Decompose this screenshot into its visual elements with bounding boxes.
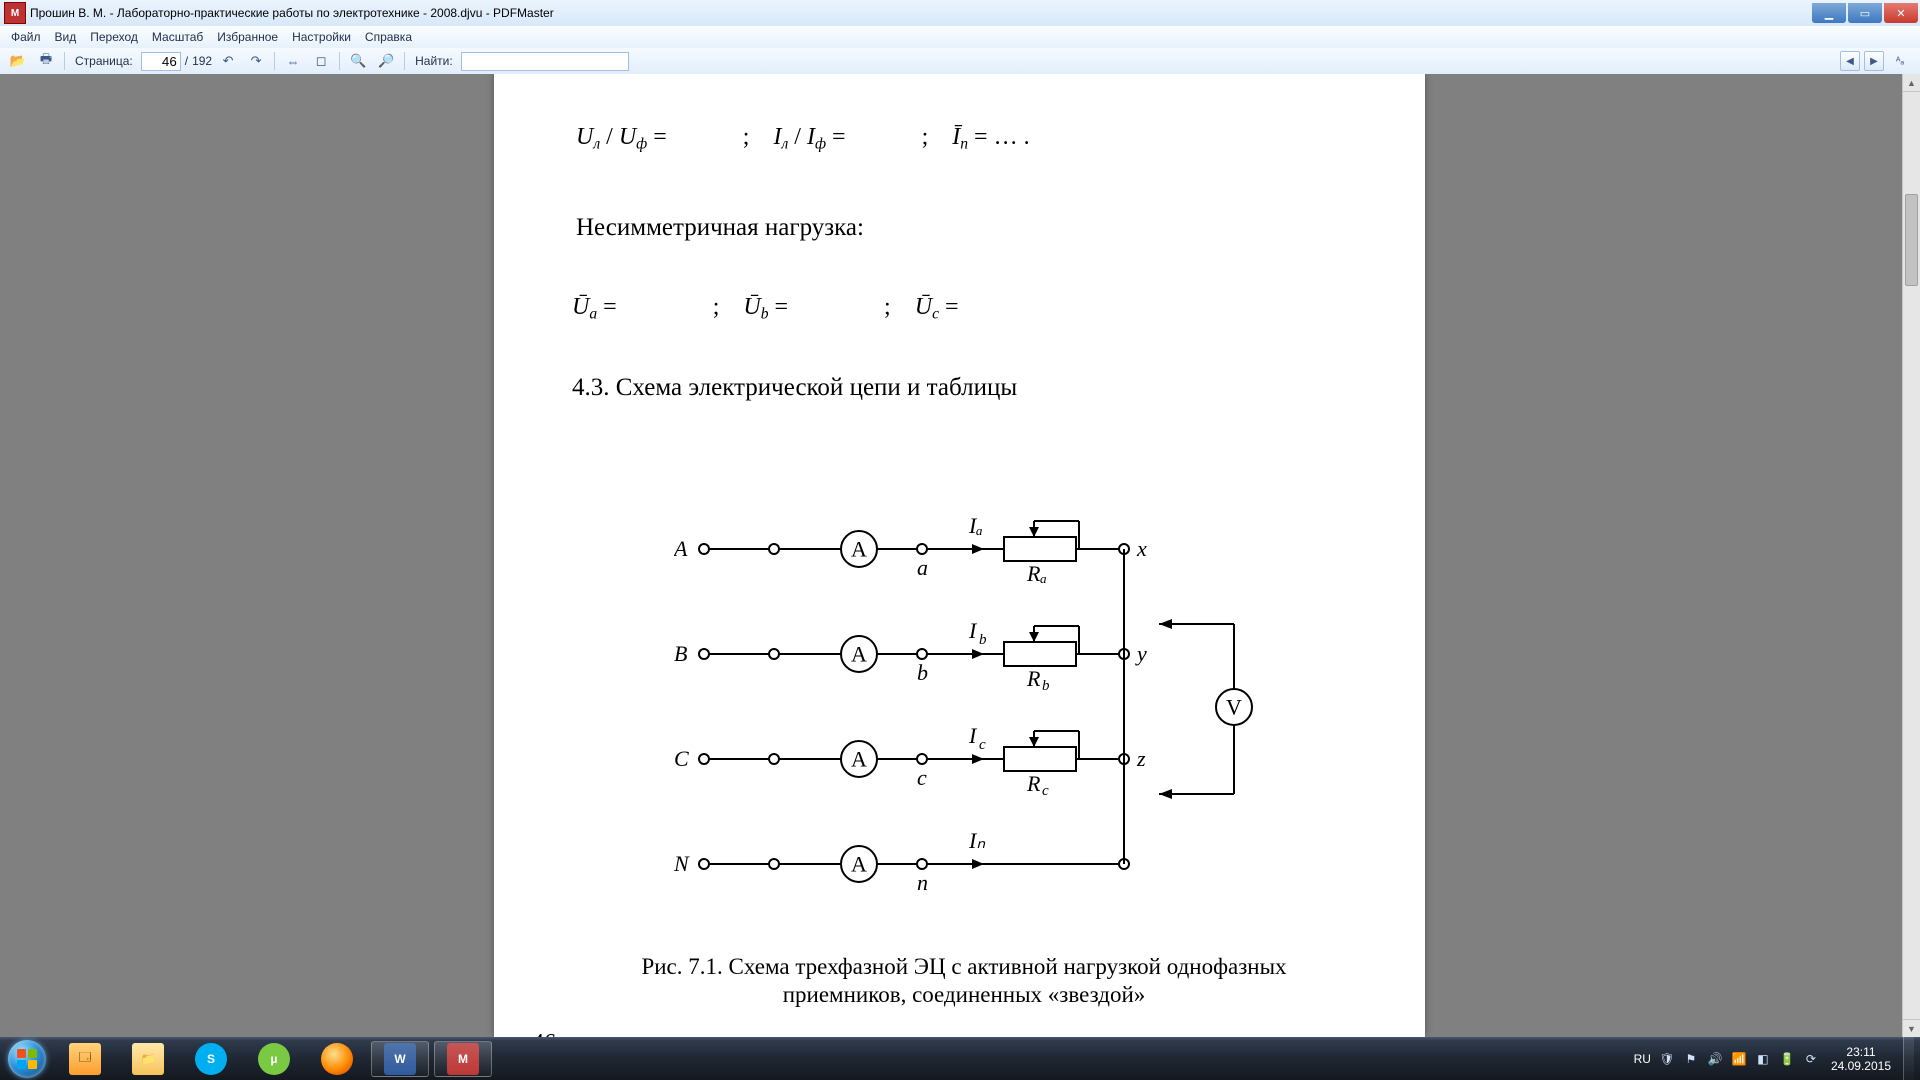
- svg-text:N: N: [674, 851, 690, 876]
- show-desktop-button[interactable]: [1903, 1037, 1914, 1080]
- taskbar-item-explorer[interactable]: 📁: [117, 1039, 179, 1079]
- page-number-input[interactable]: [141, 52, 181, 71]
- taskbar-item-skype[interactable]: S: [180, 1039, 242, 1079]
- heading-asymmetric: Несимметричная нагрузка:: [576, 214, 864, 242]
- next-page-button[interactable]: ▶: [1864, 51, 1884, 71]
- svg-text:b: b: [1042, 678, 1050, 694]
- zoom-in-button[interactable]: 🔎: [374, 49, 398, 73]
- zoom-out-button[interactable]: 🔍: [346, 49, 370, 73]
- tray-network-icon[interactable]: 📶: [1731, 1051, 1747, 1067]
- svg-text:c: c: [917, 765, 927, 790]
- find-label: Найти:: [411, 54, 457, 68]
- page-sep: /: [185, 54, 188, 68]
- start-button[interactable]: [0, 1037, 54, 1080]
- windows-logo-icon: [17, 1049, 37, 1069]
- svg-text:Iₐ: Iₐ: [968, 513, 983, 538]
- document-viewer[interactable]: Uл / Uф = ; Iл / Iф = ; Īn = … . Несимме…: [0, 74, 1920, 1037]
- menu-settings[interactable]: Настройки: [285, 26, 358, 48]
- taskbar-item-utorrent[interactable]: µ: [243, 1039, 305, 1079]
- menu-zoom[interactable]: Масштаб: [145, 26, 210, 48]
- svg-text:c: c: [1042, 783, 1049, 799]
- find-input[interactable]: [461, 52, 629, 71]
- page-total: 192: [192, 54, 212, 68]
- app-icon: M: [4, 2, 26, 24]
- window-title: Прошин В. М. - Лабораторно-практические …: [30, 6, 1810, 20]
- scroll-up-button[interactable]: ▲: [1903, 74, 1920, 92]
- svg-text:a: a: [917, 555, 928, 580]
- svg-text:c: c: [979, 737, 986, 753]
- svg-text:C: C: [674, 746, 689, 771]
- svg-text:I: I: [968, 618, 978, 643]
- menu-help[interactable]: Справка: [358, 26, 419, 48]
- circuit-diagram: AAaIₐRₐxBAbIbRbyCAcIcRczNAnIₙ V: [674, 494, 1294, 914]
- minimize-button[interactable]: ▁: [1812, 3, 1846, 23]
- tray-shield-icon[interactable]: 🛡: [1659, 1051, 1675, 1067]
- section-heading: 4.3. Схема электрической цепи и таблицы: [572, 374, 1017, 402]
- prev-page-arrow-button[interactable]: ↶: [216, 49, 240, 73]
- print-button[interactable]: 🖶: [34, 49, 58, 73]
- page: Uл / Uф = ; Iл / Iф = ; Īn = … . Несимме…: [494, 74, 1425, 1037]
- clock[interactable]: 23:11 24.09.2015: [1827, 1045, 1895, 1073]
- tray-app-icon[interactable]: ◧: [1755, 1051, 1771, 1067]
- svg-text:A: A: [674, 536, 688, 561]
- taskbar: 🗔 📁 S µ W M RU 🛡 ⚑ 🔊 📶 ◧ 🔋 ⟳ 23:11 24.09…: [0, 1037, 1920, 1080]
- tray-updates-icon[interactable]: ⟳: [1803, 1051, 1819, 1067]
- formula-line-1: Uл / Uф = ; Iл / Iф = ; Īn = … .: [576, 124, 1030, 154]
- page-number: 46: [532, 1030, 556, 1037]
- vertical-scrollbar[interactable]: ▲ ▼: [1902, 74, 1920, 1037]
- taskbar-item-switcher[interactable]: 🗔: [54, 1039, 116, 1079]
- fit-page-button[interactable]: ◻: [309, 49, 333, 73]
- menu-goto[interactable]: Переход: [83, 26, 145, 48]
- title-bar: M Прошин В. М. - Лабораторно-практически…: [0, 0, 1920, 27]
- svg-text:A: A: [851, 747, 867, 772]
- maximize-button[interactable]: ▭: [1848, 3, 1882, 23]
- svg-text:x: x: [1136, 536, 1147, 561]
- svg-text:A: A: [851, 537, 867, 562]
- language-indicator[interactable]: RU: [1634, 1052, 1651, 1066]
- svg-text:y: y: [1135, 641, 1147, 666]
- menu-file[interactable]: Файл: [4, 26, 48, 48]
- svg-text:B: B: [674, 641, 687, 666]
- fit-width-button[interactable]: ⇔: [281, 49, 305, 73]
- taskbar-item-pdfmaster[interactable]: M: [432, 1039, 494, 1079]
- tray-action-center-icon[interactable]: ⚑: [1683, 1051, 1699, 1067]
- taskbar-item-firefox[interactable]: [306, 1039, 368, 1079]
- svg-text:A: A: [851, 642, 867, 667]
- svg-text:R: R: [1026, 666, 1041, 691]
- svg-text:n: n: [917, 870, 928, 895]
- taskbar-item-word[interactable]: W: [369, 1039, 431, 1079]
- menu-favorites[interactable]: Избранное: [210, 26, 285, 48]
- svg-text:Rₐ: Rₐ: [1026, 561, 1047, 586]
- svg-text:b: b: [917, 660, 928, 685]
- scroll-down-button[interactable]: ▼: [1903, 1019, 1920, 1037]
- prev-page-button[interactable]: ◀: [1840, 51, 1860, 71]
- find-match-case-button[interactable]: ᴬₐ: [1888, 49, 1912, 73]
- close-button[interactable]: ✕: [1884, 3, 1918, 23]
- svg-text:R: R: [1026, 771, 1041, 796]
- menu-bar: Файл Вид Переход Масштаб Избранное Настр…: [0, 26, 1920, 49]
- tool-bar: 📂 🖶 Страница: / 192 ↶ ↷ ⇔ ◻ 🔍 🔎 Найти: ◀…: [0, 48, 1920, 75]
- menu-view[interactable]: Вид: [48, 26, 84, 48]
- svg-text:b: b: [979, 632, 987, 648]
- svg-text:z: z: [1136, 746, 1146, 771]
- page-label: Страница:: [71, 54, 137, 68]
- open-file-button[interactable]: 📂: [6, 49, 30, 73]
- svg-text:A: A: [851, 852, 867, 877]
- tray-volume-icon[interactable]: 🔊: [1707, 1051, 1723, 1067]
- svg-text:Iₙ: Iₙ: [968, 828, 985, 853]
- svg-text:I: I: [968, 723, 978, 748]
- svg-text:V: V: [1226, 695, 1242, 720]
- figure-caption-2: приемников, соединенных «звездой»: [584, 982, 1344, 1008]
- system-tray: RU 🛡 ⚑ 🔊 📶 ◧ 🔋 ⟳ 23:11 24.09.2015: [1634, 1037, 1920, 1080]
- clock-time: 23:11: [1831, 1045, 1891, 1059]
- next-page-arrow-button[interactable]: ↷: [244, 49, 268, 73]
- scroll-thumb[interactable]: [1905, 194, 1918, 286]
- figure-caption-1: Рис. 7.1. Схема трехфазной ЭЦ с активной…: [584, 954, 1344, 980]
- formula-line-2: Ūa = ; Ūb = ; Ūc =: [572, 294, 959, 324]
- clock-date: 24.09.2015: [1831, 1059, 1891, 1073]
- tray-battery-icon[interactable]: 🔋: [1779, 1051, 1795, 1067]
